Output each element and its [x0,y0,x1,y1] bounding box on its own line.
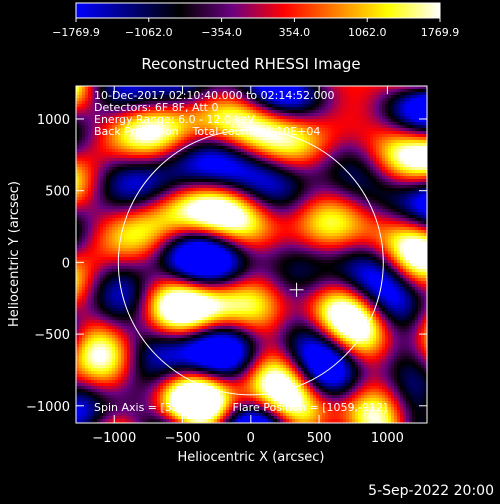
x-tick-label: 1000 [371,431,404,446]
colorbar-tick-label: −354.0 [201,26,242,39]
colorbar-tick-label: −1062.0 [125,26,173,39]
x-tick-label: 500 [307,431,332,446]
y-tick-label: 0 [62,256,70,271]
colorbar-tick-label: 1062.0 [348,26,387,39]
y-tick-label: −500 [34,328,70,343]
y-axis-label: Heliocentric Y (arcsec) [7,181,22,327]
colorbar-tick-label: −1769.9 [52,26,100,39]
footer-timestamp: 5-Sep-2022 20:00 [368,483,494,499]
annotation-method-counts: Back Projection Total counts: 1.10E+04 [94,125,320,138]
colorbar [76,3,440,18]
y-tick-label: 500 [45,185,70,200]
y-tick-label: 1000 [37,113,70,128]
annotation-spin-flare: Spin Axis = [335,-191] Flare Position = … [94,401,387,414]
chart-title: Reconstructed RHESSI Image [141,55,360,73]
colorbar-tick-label: 354.0 [279,26,311,39]
x-axis-label: Heliocentric X (arcsec) [178,450,325,465]
colorbar-ticks: −1769.9 −1062.0 −354.0 354.0 1062.0 1769.9 [52,18,459,39]
x-tick-label: −500 [165,431,201,446]
colorbar-tick-label: 1769.9 [421,26,460,39]
y-tick-label: −1000 [26,400,70,415]
x-tick-label: 0 [247,431,255,446]
x-tick-label: −1000 [92,431,136,446]
